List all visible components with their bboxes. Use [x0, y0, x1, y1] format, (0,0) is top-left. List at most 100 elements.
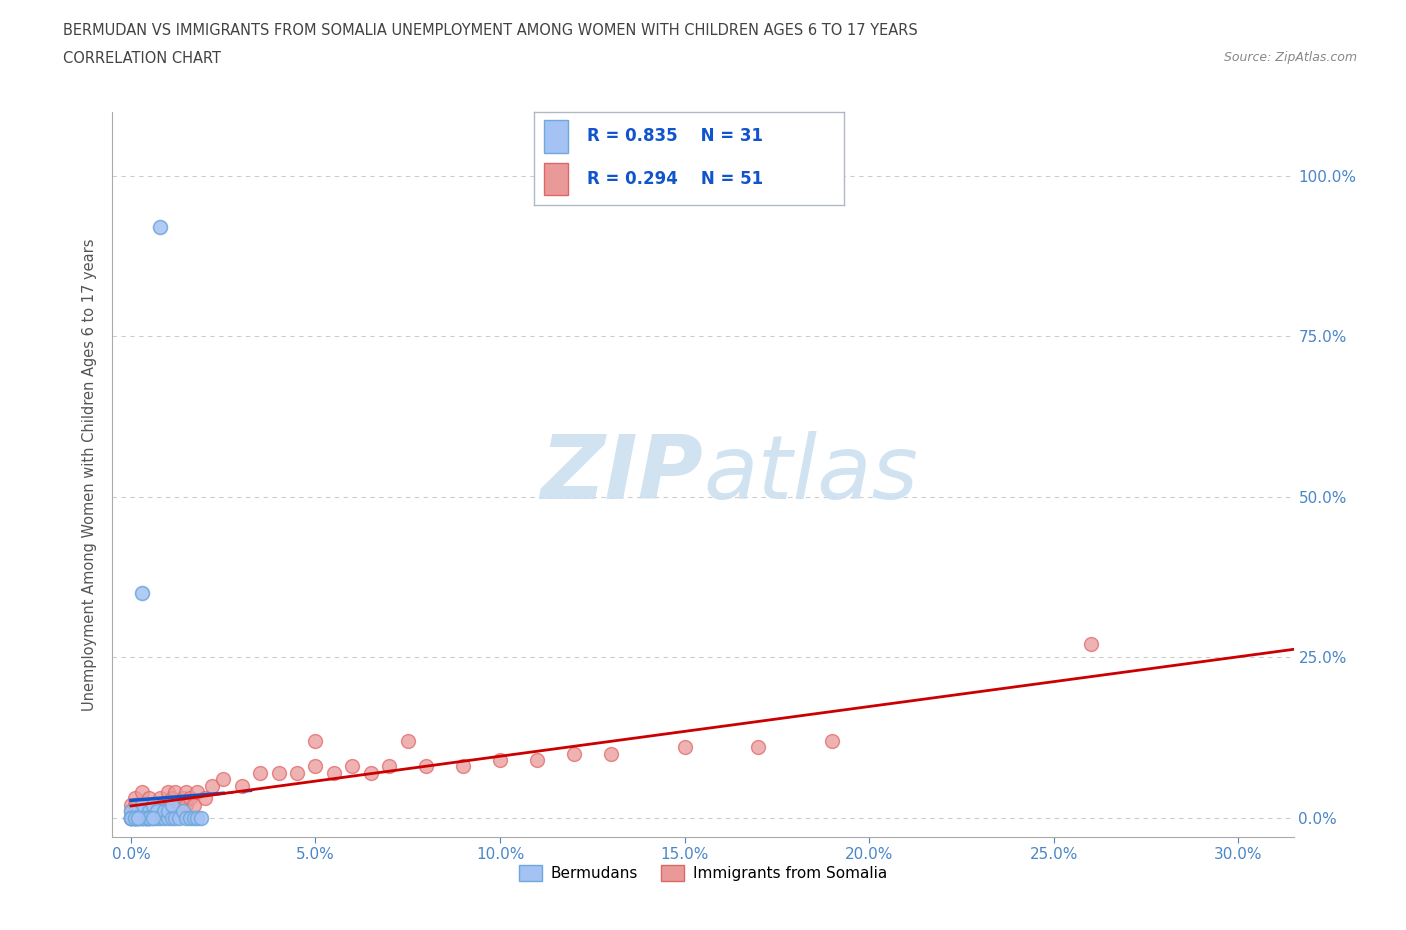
Point: [174, 810, 197, 825]
Point: [323, 765, 346, 780]
Point: [142, 797, 165, 812]
Point: [415, 759, 437, 774]
Point: [120, 810, 142, 825]
Point: [156, 785, 179, 800]
Point: [135, 804, 157, 818]
Text: R = 0.835    N = 31: R = 0.835 N = 31: [586, 127, 763, 145]
FancyBboxPatch shape: [544, 163, 568, 195]
Point: [135, 797, 157, 812]
Legend: Bermudans, Immigrants from Somalia: Bermudans, Immigrants from Somalia: [513, 859, 893, 887]
Point: [138, 810, 160, 825]
Point: [342, 759, 364, 774]
Point: [138, 804, 160, 818]
FancyBboxPatch shape: [544, 120, 568, 153]
Point: [190, 810, 212, 825]
Point: [131, 797, 153, 812]
Point: [165, 785, 187, 800]
Point: [120, 804, 142, 818]
Point: [451, 759, 474, 774]
Point: [127, 797, 149, 812]
Point: [1080, 637, 1102, 652]
Point: [135, 810, 157, 825]
Point: [120, 810, 142, 825]
Point: [131, 810, 153, 825]
Point: [378, 759, 401, 774]
Point: [183, 797, 205, 812]
Point: [120, 804, 142, 818]
Point: [127, 810, 149, 825]
Point: [124, 810, 146, 825]
Point: [120, 810, 142, 825]
Point: [120, 810, 142, 825]
Point: [124, 804, 146, 818]
Point: [142, 797, 165, 812]
Point: [131, 785, 153, 800]
Point: [167, 810, 190, 825]
Point: [149, 219, 172, 234]
Point: [249, 765, 271, 780]
Point: [142, 810, 165, 825]
Point: [156, 797, 179, 812]
Point: [285, 765, 308, 780]
Point: [172, 791, 194, 806]
Point: [146, 804, 169, 818]
Point: [135, 810, 157, 825]
Point: [153, 804, 176, 818]
Point: [131, 586, 153, 601]
Point: [194, 791, 217, 806]
Text: Source: ZipAtlas.com: Source: ZipAtlas.com: [1223, 51, 1357, 64]
Point: [131, 797, 153, 812]
Point: [149, 791, 172, 806]
Text: R = 0.294    N = 51: R = 0.294 N = 51: [586, 170, 763, 188]
Point: [304, 733, 326, 748]
Point: [142, 810, 165, 825]
Point: [179, 791, 201, 806]
Point: [267, 765, 290, 780]
Point: [127, 810, 149, 825]
Point: [146, 810, 169, 825]
Point: [124, 797, 146, 812]
Text: BERMUDAN VS IMMIGRANTS FROM SOMALIA UNEMPLOYMENT AMONG WOMEN WITH CHILDREN AGES : BERMUDAN VS IMMIGRANTS FROM SOMALIA UNEM…: [63, 23, 918, 38]
Point: [120, 810, 142, 825]
Point: [747, 739, 769, 754]
Point: [135, 810, 157, 825]
Point: [160, 791, 183, 806]
Point: [120, 797, 142, 812]
Point: [201, 778, 224, 793]
Point: [167, 797, 190, 812]
Point: [212, 772, 235, 787]
Point: [138, 791, 160, 806]
Text: ZIP: ZIP: [540, 431, 703, 518]
Point: [599, 746, 621, 761]
Point: [396, 733, 419, 748]
Text: CORRELATION CHART: CORRELATION CHART: [63, 51, 221, 66]
Point: [127, 804, 149, 818]
Point: [127, 804, 149, 818]
Point: [186, 785, 208, 800]
Point: [146, 797, 169, 812]
Point: [138, 810, 160, 825]
Point: [135, 810, 157, 825]
Point: [138, 797, 160, 812]
Point: [149, 804, 172, 818]
Point: [174, 785, 197, 800]
Y-axis label: Unemployment Among Women with Children Ages 6 to 17 years: Unemployment Among Women with Children A…: [82, 238, 97, 711]
Point: [183, 810, 205, 825]
Point: [304, 759, 326, 774]
Point: [156, 810, 179, 825]
Point: [165, 810, 187, 825]
Point: [131, 810, 153, 825]
Point: [131, 804, 153, 818]
Point: [186, 810, 208, 825]
Point: [124, 810, 146, 825]
Point: [489, 752, 512, 767]
Point: [821, 733, 844, 748]
Point: [360, 765, 382, 780]
Point: [131, 810, 153, 825]
Point: [120, 810, 142, 825]
Point: [124, 810, 146, 825]
Point: [149, 810, 172, 825]
Point: [146, 797, 169, 812]
Point: [673, 739, 696, 754]
Point: [124, 810, 146, 825]
